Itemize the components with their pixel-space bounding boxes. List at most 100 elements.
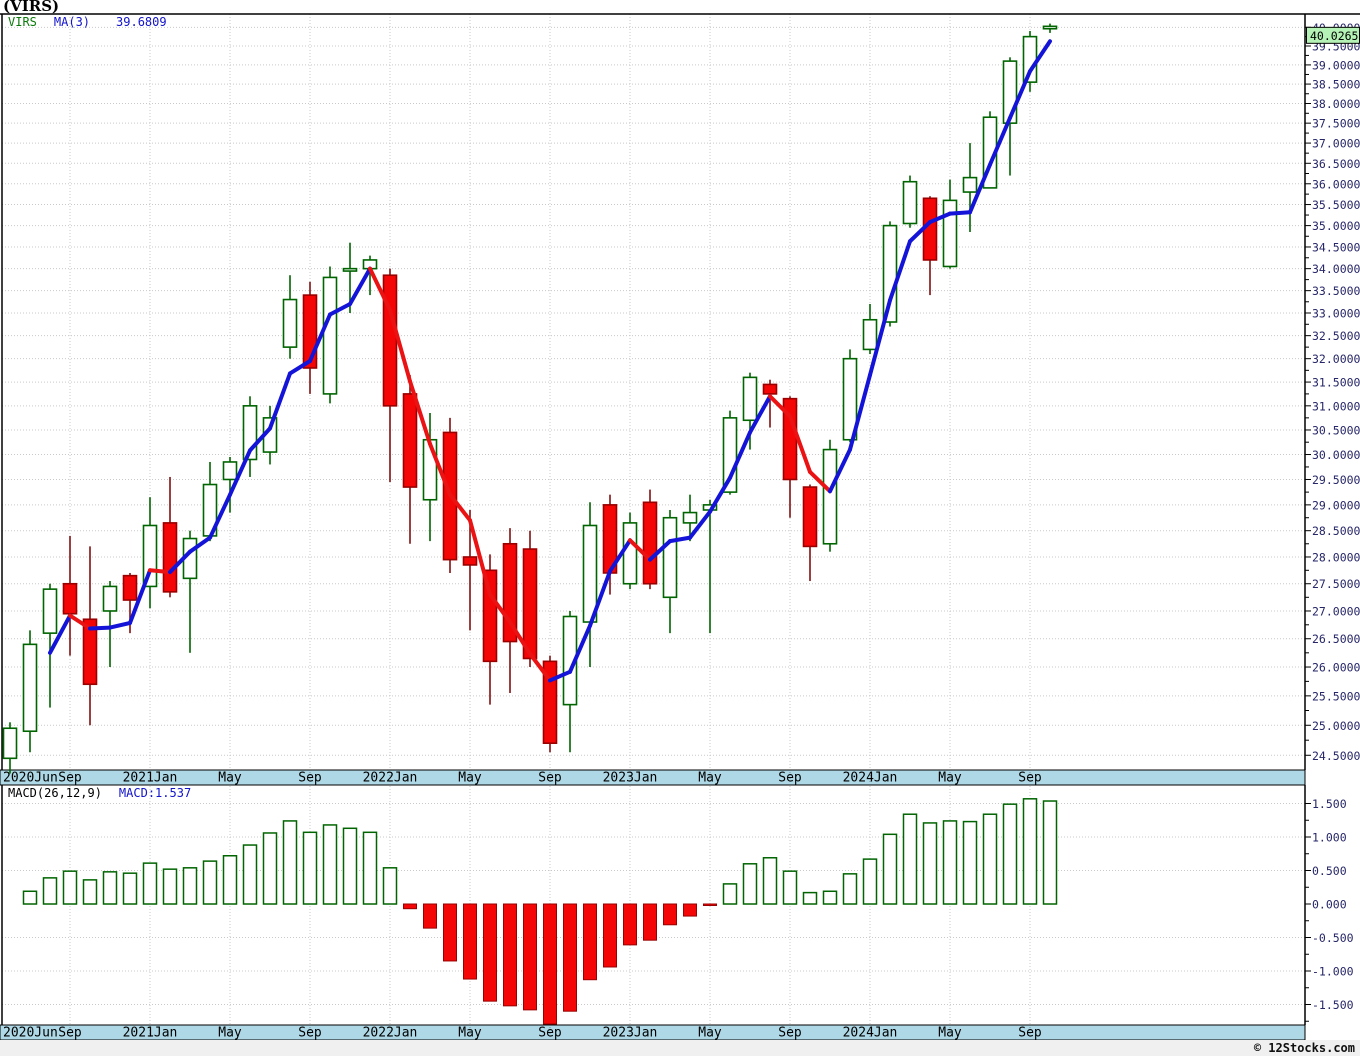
svg-text:27.0000: 27.0000 [1312,604,1360,618]
macd-bar-negative [583,903,597,981]
svg-text:-1.000: -1.000 [1312,965,1354,979]
candle-up [662,516,678,599]
svg-text:40.0265: 40.0265 [1310,29,1358,43]
macd-bar-positive [1022,798,1038,905]
candle-up [902,180,918,225]
svg-text:35.0000: 35.0000 [1312,219,1360,233]
macd-bar-positive [262,832,278,905]
svg-text:May: May [938,771,962,786]
svg-text:Sep: Sep [58,1026,82,1041]
macd-bar-positive [242,844,258,905]
macd-bar-positive [62,870,78,905]
svg-text:32.0000: 32.0000 [1312,352,1360,366]
macd-bar-negative [523,903,537,1011]
macd-bar-negative [463,903,477,980]
svg-text:33.0000: 33.0000 [1312,306,1360,320]
macd-bar-positive [802,891,818,905]
candle-up [682,511,698,524]
svg-text:38.0000: 38.0000 [1312,97,1360,111]
macd-bar-positive [982,813,998,905]
macd-bar-positive [922,822,938,905]
svg-text:May: May [698,1026,722,1041]
svg-text:26.0000: 26.0000 [1312,661,1360,675]
main-chart-legend: VIRS MA(3) 39.6809 [8,16,167,28]
macd-bar-negative [623,903,637,946]
svg-text:Sep: Sep [298,771,322,786]
macd-bar-positive [162,868,178,905]
svg-text:2024Jan: 2024Jan [843,1026,898,1041]
svg-text:33.5000: 33.5000 [1312,284,1360,298]
macd-bar-negative [683,903,697,917]
macd-bar-positive [1042,800,1058,905]
candle-down [162,522,178,593]
svg-text:Sep: Sep [1018,771,1042,786]
macd-bar-positive [742,863,758,905]
svg-text:35.5000: 35.5000 [1312,198,1360,212]
copyright-text: © 12Stocks.com [1253,1041,1355,1055]
chart-frame [0,13,1360,1025]
macd-bar-negative [703,903,717,906]
macd-value-label: MACD:1.537 [118,786,192,800]
svg-text:0.500: 0.500 [1312,864,1347,878]
svg-text:30.0000: 30.0000 [1312,448,1360,462]
candle-down [802,486,818,548]
axis-bars: 2020Jun Sep 2021Jan May Sep 2022Jan May Sep 2023… [0,769,1306,1041]
candle-up [962,176,978,193]
svg-text:32.5000: 32.5000 [1312,329,1360,343]
svg-text:May: May [698,771,722,786]
candle-up [42,588,58,634]
macd-bar-positive [22,890,38,905]
macd-bar-positive [902,813,918,905]
svg-text:2022Jan: 2022Jan [363,1026,418,1041]
svg-text:2021Jan: 2021Jan [123,771,178,786]
macd-bar-positive [382,867,398,905]
candle-up [622,522,638,585]
candle-up [22,643,38,733]
macd-bar-positive [342,827,358,905]
candle-down [382,274,398,407]
page-title: (VIRS) [3,0,60,15]
macd-bar-negative [643,903,657,941]
svg-text:0.000: 0.000 [1312,898,1347,912]
candle-down [462,556,478,566]
svg-text:2022Jan: 2022Jan [363,771,418,786]
macd-bar-negative [443,903,457,962]
candle-up [882,224,898,323]
current-price-tag: 40.0265 [1306,26,1360,44]
svg-text:29.5000: 29.5000 [1312,473,1360,487]
svg-text:-1.500: -1.500 [1312,998,1354,1012]
svg-text:Sep: Sep [58,771,82,786]
svg-text:39.0000: 39.0000 [1312,58,1360,72]
svg-text:2024Jan: 2024Jan [843,771,898,786]
svg-text:36.5000: 36.5000 [1312,157,1360,171]
svg-text:25.5000: 25.5000 [1312,689,1360,703]
candle-up [2,727,18,760]
svg-text:May: May [458,1026,482,1041]
candle-up [822,448,838,545]
footer-strip: © 12Stocks.com [0,1040,1360,1056]
macd-bar-positive [182,867,198,905]
svg-text:28.5000: 28.5000 [1312,524,1360,538]
svg-text:Sep: Sep [538,1026,562,1041]
macd-bar-negative [503,903,517,1007]
macd-bar-positive [842,873,858,905]
macd-bar-positive [762,857,778,905]
macd-bar-negative [603,903,617,968]
candle-down [82,618,98,686]
svg-text:Sep: Sep [298,1026,322,1041]
svg-text:31.0000: 31.0000 [1312,399,1360,413]
macd-bar-positive [302,831,318,905]
candle-up [102,585,118,612]
candle-down [522,548,538,660]
candle-down [62,582,78,615]
svg-text:May: May [458,771,482,786]
svg-text:28.0000: 28.0000 [1312,550,1360,564]
svg-text:31.5000: 31.5000 [1312,376,1360,390]
macd-bar-negative [423,903,437,929]
candle-up [322,276,338,395]
candle-down [122,574,138,601]
macd-histogram [22,798,1058,1025]
svg-text:Sep: Sep [778,771,802,786]
candle-up [742,376,758,422]
